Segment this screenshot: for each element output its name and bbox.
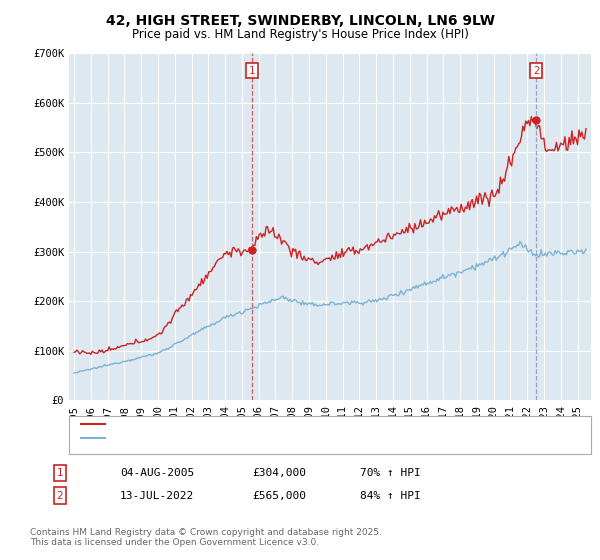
Text: Price paid vs. HM Land Registry's House Price Index (HPI): Price paid vs. HM Land Registry's House … — [131, 28, 469, 41]
Text: 2: 2 — [56, 491, 64, 501]
Text: Contains HM Land Registry data © Crown copyright and database right 2025.
This d: Contains HM Land Registry data © Crown c… — [30, 528, 382, 547]
Text: 42, HIGH STREET, SWINDERBY, LINCOLN, LN6 9LW: 42, HIGH STREET, SWINDERBY, LINCOLN, LN6… — [106, 14, 494, 28]
Text: 04-AUG-2005: 04-AUG-2005 — [120, 468, 194, 478]
Text: HPI: Average price, detached house, North Kesteven: HPI: Average price, detached house, Nort… — [108, 433, 400, 444]
Text: 2: 2 — [533, 66, 539, 76]
Text: 42, HIGH STREET, SWINDERBY, LINCOLN, LN6 9LW (detached house): 42, HIGH STREET, SWINDERBY, LINCOLN, LN6… — [108, 419, 491, 429]
Text: £565,000: £565,000 — [252, 491, 306, 501]
Text: 13-JUL-2022: 13-JUL-2022 — [120, 491, 194, 501]
Text: 70% ↑ HPI: 70% ↑ HPI — [360, 468, 421, 478]
Text: £304,000: £304,000 — [252, 468, 306, 478]
Text: 1: 1 — [249, 66, 255, 76]
Text: 1: 1 — [56, 468, 64, 478]
Text: 84% ↑ HPI: 84% ↑ HPI — [360, 491, 421, 501]
